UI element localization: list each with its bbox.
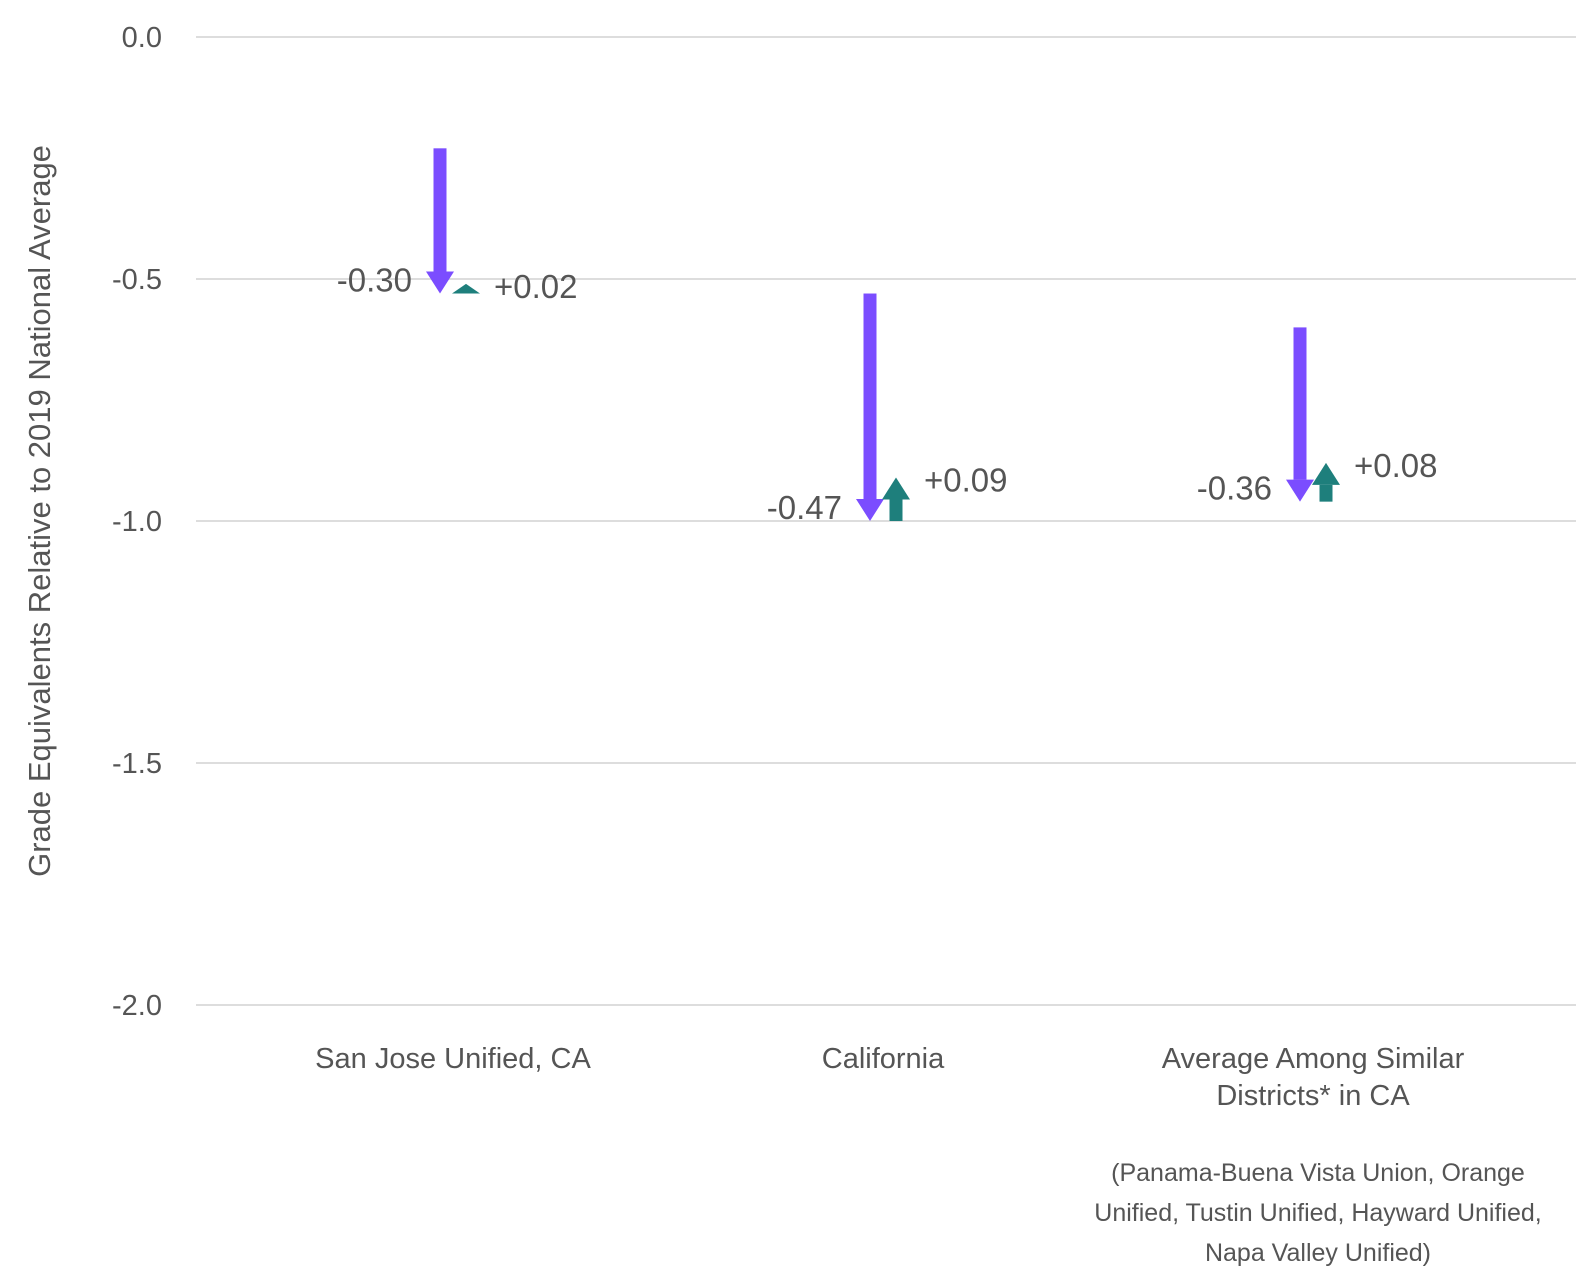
y-tick-label: -1.5	[112, 748, 162, 780]
y-axis-label: Grade Equivalents Relative to 2019 Natio…	[22, 145, 57, 877]
recovery-value-label: +0.08	[1354, 447, 1438, 484]
decline-value-label: -0.30	[337, 262, 412, 299]
decline-value-label: -0.47	[767, 489, 842, 526]
recovery-value-label: +0.09	[924, 461, 1008, 498]
decline-arrow-head	[1286, 479, 1314, 502]
decline-arrow	[1286, 327, 1314, 502]
x-category-label: California	[822, 1043, 945, 1075]
recovery-arrow-head	[1312, 462, 1340, 485]
x-category-label: Districts* in CA	[1216, 1080, 1410, 1112]
y-tick-label: -2.0	[112, 990, 162, 1022]
decline-arrow	[856, 293, 884, 521]
recovery-arrow	[452, 283, 480, 294]
decline-value-label: -0.36	[1197, 470, 1272, 507]
recovery-arrow-shaft	[1319, 484, 1333, 502]
decline-arrow-shaft	[1293, 327, 1307, 480]
recovery-arrow-head	[452, 283, 480, 294]
recovery-arrow	[1312, 462, 1340, 502]
decline-arrow-shaft	[433, 148, 447, 272]
y-tick-label: 0.0	[122, 22, 162, 54]
decline-arrow-head	[856, 499, 884, 521]
recovery-arrow	[882, 477, 910, 521]
y-tick-label: -1.0	[112, 506, 162, 538]
decline-arrow	[426, 148, 454, 294]
decline-arrow-shaft	[863, 293, 877, 499]
y-tick-label: -0.5	[112, 264, 162, 296]
footnote-text: Unified, Tustin Unified, Hayward Unified…	[1094, 1199, 1541, 1227]
recovery-value-label: +0.02	[494, 268, 578, 305]
x-category-label: San Jose Unified, CA	[315, 1043, 591, 1075]
recovery-arrow-head	[882, 477, 910, 500]
x-category-label: Average Among Similar	[1162, 1043, 1465, 1075]
decline-arrow-head	[426, 271, 454, 294]
footnote-text: (Panama-Buena Vista Union, Orange	[1111, 1159, 1525, 1187]
recovery-arrow-shaft	[889, 499, 903, 521]
footnote-text: Napa Valley Unified)	[1205, 1239, 1431, 1267]
